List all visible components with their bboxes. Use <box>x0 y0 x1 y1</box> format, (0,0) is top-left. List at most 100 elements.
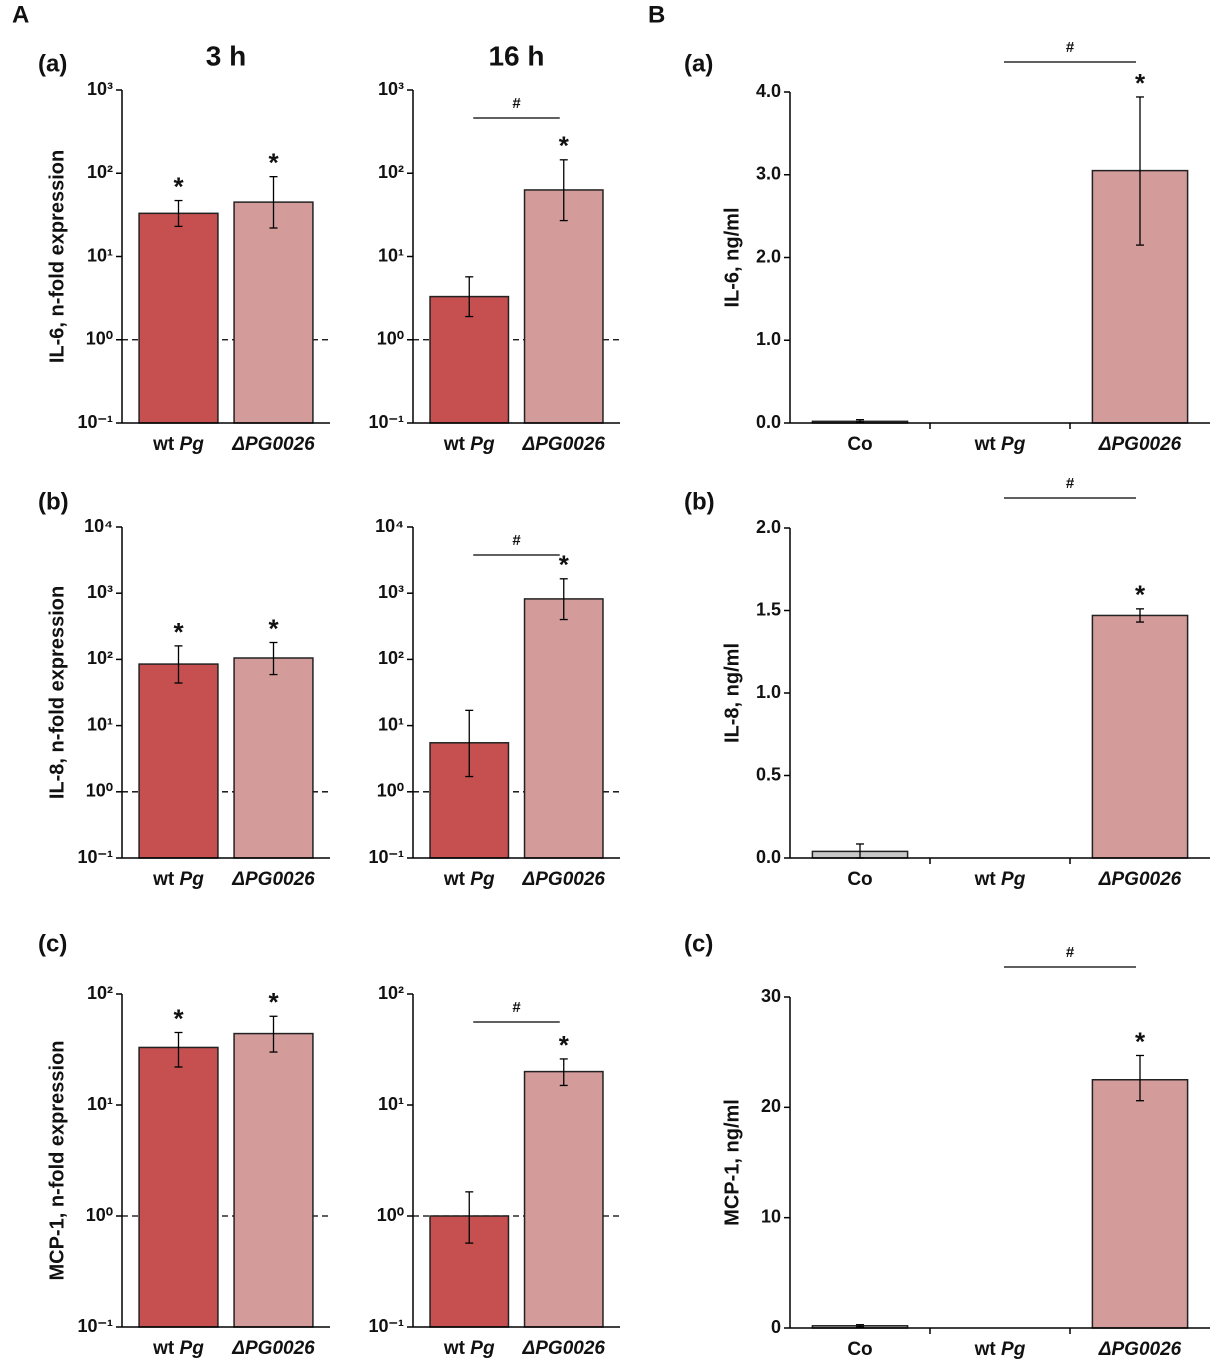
significance-marker: * <box>173 617 184 647</box>
y-tick-label: 10² <box>378 648 404 668</box>
y-tick-label: 0.0 <box>756 847 781 867</box>
x-tick-label: ΔPG0026 <box>1098 434 1182 455</box>
y-tick-label: 10⁰ <box>86 781 113 801</box>
figure-label: A <box>12 1 29 28</box>
x-tick-label: wt Pg <box>443 1338 495 1359</box>
bracket-label: # <box>1066 944 1075 961</box>
panel-label: (c) <box>38 930 67 957</box>
significance-marker: * <box>173 171 184 201</box>
x-tick-label: ΔPG0026 <box>231 869 315 890</box>
x-tick-label: wt Pg <box>974 434 1026 455</box>
y-tick-label: 10⁻¹ <box>77 847 113 867</box>
x-tick-label: wt Pg <box>152 869 204 890</box>
y-tick-label: 4.0 <box>756 81 781 101</box>
x-tick-label: wt Pg <box>974 869 1026 890</box>
bar <box>233 1032 314 1328</box>
bar <box>523 1070 604 1328</box>
x-tick-label: Co <box>847 869 872 890</box>
y-tick-label: 10¹ <box>87 245 113 265</box>
x-tick-label: ΔPG0026 <box>522 1338 606 1359</box>
y-tick-label: 10⁰ <box>377 329 404 349</box>
y-tick-label: 10⁻¹ <box>368 847 404 867</box>
panel-label: (c) <box>684 930 713 957</box>
bracket-label: # <box>1066 39 1075 56</box>
y-tick-label: 30 <box>761 986 781 1006</box>
x-tick-label: Co <box>847 434 872 455</box>
y-tick-label: 10⁰ <box>86 1205 113 1225</box>
y-tick-label: 10⁻¹ <box>368 412 404 432</box>
y-tick-label: 10² <box>87 648 113 668</box>
y-tick-label: 2.0 <box>756 517 781 537</box>
significance-marker: * <box>559 131 570 161</box>
panel-label: (b) <box>684 488 715 515</box>
y-tick-label: 10¹ <box>87 1094 113 1114</box>
x-tick-label: wt Pg <box>974 1339 1026 1360</box>
x-tick-label: ΔPG0026 <box>522 869 606 890</box>
panel-label: (a) <box>684 50 713 77</box>
y-tick-label: 0.5 <box>756 764 781 784</box>
y-axis-label: IL-8, n-fold expression <box>46 586 68 799</box>
y-tick-label: 1.0 <box>756 682 781 702</box>
bracket-label: # <box>1066 475 1075 492</box>
figure-label: B <box>648 1 665 28</box>
column-title: 3 h <box>206 40 246 71</box>
panel-label: (b) <box>38 488 69 515</box>
y-axis-label: IL-8, ng/ml <box>721 643 743 743</box>
y-tick-label: 10 <box>761 1206 781 1226</box>
y-tick-label: 1.0 <box>756 329 781 349</box>
significance-marker: * <box>268 148 279 178</box>
x-tick-label: ΔPG0026 <box>231 434 315 455</box>
bar <box>138 663 219 859</box>
y-tick-label: 10⁻¹ <box>77 412 113 432</box>
y-axis-label: MCP-1, n-fold expression <box>46 1040 68 1280</box>
y-tick-label: 10¹ <box>378 1094 404 1114</box>
bar <box>233 201 314 424</box>
y-tick-label: 10³ <box>378 79 404 99</box>
x-tick-label: wt Pg <box>443 434 495 455</box>
x-tick-label: wt Pg <box>443 869 495 890</box>
x-tick-label: ΔPG0026 <box>1098 1339 1182 1360</box>
y-tick-label: 10⁰ <box>377 781 404 801</box>
significance-marker: * <box>1135 68 1146 98</box>
bracket-label: # <box>512 532 521 549</box>
bar <box>523 598 604 859</box>
y-axis-label: MCP-1, ng/ml <box>721 1099 743 1226</box>
y-tick-label: 10² <box>87 983 113 1003</box>
x-tick-label: ΔPG0026 <box>522 434 606 455</box>
significance-marker: * <box>1135 1026 1146 1056</box>
significance-marker: * <box>1135 580 1146 610</box>
y-tick-label: 3.0 <box>756 164 781 184</box>
x-tick-label: ΔPG0026 <box>1098 869 1182 890</box>
y-tick-label: 2.0 <box>756 246 781 266</box>
y-tick-label: 10⁰ <box>86 329 113 349</box>
y-tick-label: 10¹ <box>378 245 404 265</box>
y-tick-label: 10³ <box>378 582 404 602</box>
y-tick-label: 10⁴ <box>375 516 404 536</box>
y-tick-label: 10³ <box>87 79 113 99</box>
bar <box>1091 1079 1189 1329</box>
bracket-label: # <box>512 999 521 1016</box>
y-tick-label: 0 <box>771 1317 781 1337</box>
y-tick-label: 1.5 <box>756 599 781 619</box>
y-tick-label: 10¹ <box>378 714 404 734</box>
y-axis-label: IL-6, n-fold expression <box>46 150 68 363</box>
significance-marker: * <box>559 1030 570 1060</box>
x-tick-label: wt Pg <box>152 434 204 455</box>
x-tick-label: Co <box>847 1339 872 1360</box>
panel-label: (a) <box>38 50 67 77</box>
bar <box>1091 614 1189 859</box>
x-tick-label: ΔPG0026 <box>231 1338 315 1359</box>
significance-marker: * <box>559 550 570 580</box>
bar <box>138 212 219 424</box>
y-tick-label: 10² <box>87 162 113 182</box>
bar <box>138 1046 219 1328</box>
y-tick-label: 10⁰ <box>377 1205 404 1225</box>
x-tick-label: wt Pg <box>152 1338 204 1359</box>
significance-marker: * <box>173 1003 184 1033</box>
y-tick-label: 10² <box>378 983 404 1003</box>
bar <box>523 189 604 424</box>
y-tick-label: 10² <box>378 162 404 182</box>
y-tick-label: 10⁻¹ <box>368 1316 404 1336</box>
significance-marker: * <box>268 987 279 1017</box>
